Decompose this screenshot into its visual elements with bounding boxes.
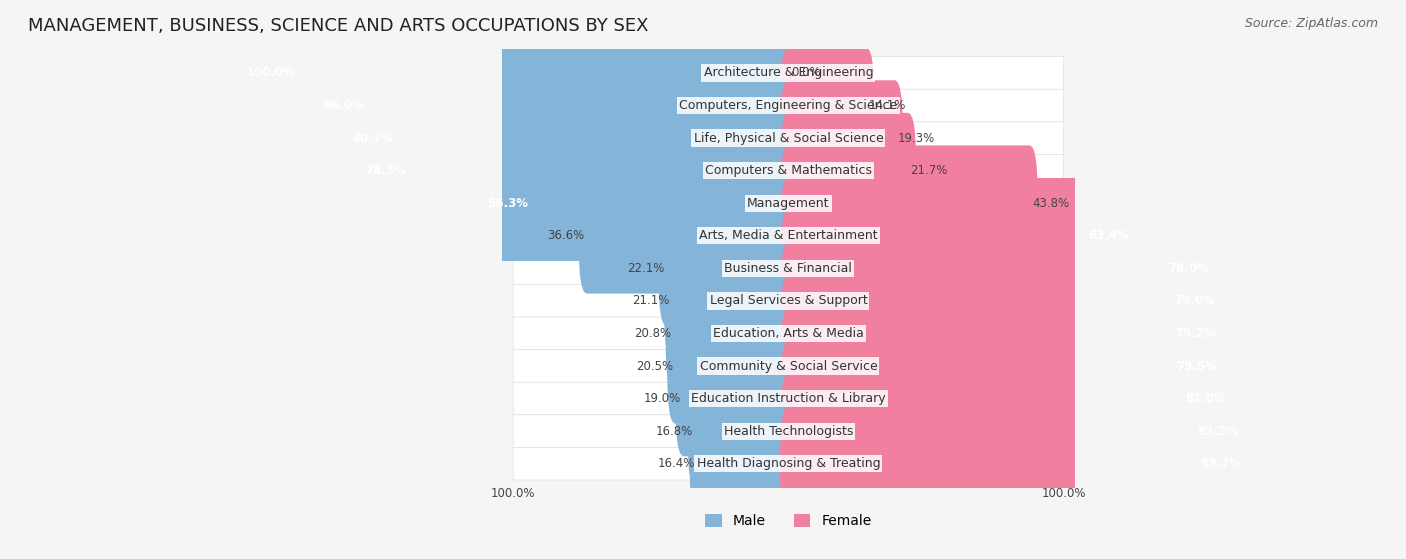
FancyBboxPatch shape [664, 243, 797, 359]
Text: Education Instruction & Library: Education Instruction & Library [692, 392, 886, 405]
Text: Architecture & Engineering: Architecture & Engineering [703, 67, 873, 79]
FancyBboxPatch shape [513, 382, 1063, 415]
FancyBboxPatch shape [688, 373, 797, 489]
Text: 20.5%: 20.5% [636, 359, 673, 372]
Text: 83.7%: 83.7% [1199, 457, 1240, 470]
Text: Source: ZipAtlas.com: Source: ZipAtlas.com [1244, 17, 1378, 30]
Text: 78.3%: 78.3% [366, 164, 406, 177]
Text: 81.0%: 81.0% [1185, 392, 1226, 405]
Text: 43.8%: 43.8% [1032, 197, 1070, 210]
FancyBboxPatch shape [665, 276, 797, 391]
Text: 79.5%: 79.5% [1177, 359, 1218, 372]
Text: 14.1%: 14.1% [869, 99, 905, 112]
FancyBboxPatch shape [780, 145, 1038, 261]
Text: 79.2%: 79.2% [1175, 327, 1216, 340]
Text: 16.8%: 16.8% [657, 425, 693, 438]
Text: Arts, Media & Entertainment: Arts, Media & Entertainment [699, 229, 877, 242]
Text: Education, Arts & Media: Education, Arts & Media [713, 327, 863, 340]
FancyBboxPatch shape [513, 415, 1063, 447]
FancyBboxPatch shape [349, 113, 797, 229]
Text: Legal Services & Support: Legal Services & Support [710, 295, 868, 307]
Text: Management: Management [747, 197, 830, 210]
FancyBboxPatch shape [780, 276, 1233, 391]
FancyBboxPatch shape [307, 48, 797, 163]
FancyBboxPatch shape [780, 80, 903, 196]
FancyBboxPatch shape [513, 317, 1063, 350]
Text: 100.0%: 100.0% [1042, 487, 1085, 500]
Text: Computers & Mathematics: Computers & Mathematics [704, 164, 872, 177]
Text: 0.0%: 0.0% [792, 67, 821, 79]
Text: MANAGEMENT, BUSINESS, SCIENCE AND ARTS OCCUPATIONS BY SEX: MANAGEMENT, BUSINESS, SCIENCE AND ARTS O… [28, 17, 648, 35]
Text: 19.0%: 19.0% [644, 392, 681, 405]
FancyBboxPatch shape [513, 89, 1063, 122]
FancyBboxPatch shape [780, 373, 1254, 489]
FancyBboxPatch shape [579, 178, 797, 293]
FancyBboxPatch shape [513, 220, 1063, 252]
Text: Health Technologists: Health Technologists [724, 425, 853, 438]
Text: Health Diagnosing & Treating: Health Diagnosing & Treating [696, 457, 880, 470]
Text: 21.7%: 21.7% [911, 164, 948, 177]
FancyBboxPatch shape [780, 308, 1234, 424]
FancyBboxPatch shape [780, 341, 1243, 456]
FancyBboxPatch shape [513, 154, 1063, 187]
FancyBboxPatch shape [513, 252, 1063, 285]
FancyBboxPatch shape [470, 145, 797, 261]
FancyBboxPatch shape [780, 15, 797, 131]
Text: 80.7%: 80.7% [353, 131, 394, 145]
FancyBboxPatch shape [513, 187, 1063, 220]
Text: 83.2%: 83.2% [1197, 425, 1239, 438]
FancyBboxPatch shape [513, 285, 1063, 317]
Text: 16.4%: 16.4% [658, 457, 696, 470]
FancyBboxPatch shape [780, 243, 1232, 359]
FancyBboxPatch shape [690, 406, 797, 522]
FancyBboxPatch shape [336, 80, 797, 196]
Text: 100.0%: 100.0% [246, 67, 295, 79]
Legend: Male, Female: Male, Female [700, 509, 877, 534]
FancyBboxPatch shape [229, 15, 797, 131]
Text: Business & Financial: Business & Financial [724, 262, 852, 275]
FancyBboxPatch shape [780, 113, 917, 229]
FancyBboxPatch shape [513, 56, 1063, 89]
FancyBboxPatch shape [658, 211, 797, 326]
Text: 86.0%: 86.0% [323, 99, 364, 112]
FancyBboxPatch shape [513, 122, 1063, 154]
Text: 19.3%: 19.3% [897, 131, 935, 145]
Text: 100.0%: 100.0% [491, 487, 536, 500]
Text: 78.0%: 78.0% [1168, 262, 1209, 275]
FancyBboxPatch shape [780, 48, 875, 163]
FancyBboxPatch shape [513, 350, 1063, 382]
FancyBboxPatch shape [668, 308, 797, 424]
FancyBboxPatch shape [675, 341, 797, 456]
FancyBboxPatch shape [780, 178, 1146, 293]
Text: Computers, Engineering & Science: Computers, Engineering & Science [679, 99, 897, 112]
Text: 22.1%: 22.1% [627, 262, 664, 275]
Text: 20.8%: 20.8% [634, 327, 671, 340]
Text: 63.4%: 63.4% [1088, 229, 1129, 242]
Text: 21.1%: 21.1% [633, 295, 669, 307]
Text: 79.0%: 79.0% [1174, 295, 1215, 307]
FancyBboxPatch shape [780, 211, 1226, 326]
Text: 56.3%: 56.3% [486, 197, 527, 210]
Text: Life, Physical & Social Science: Life, Physical & Social Science [693, 131, 883, 145]
FancyBboxPatch shape [513, 447, 1063, 480]
FancyBboxPatch shape [780, 406, 1257, 522]
Text: 36.6%: 36.6% [547, 229, 585, 242]
Text: Community & Social Service: Community & Social Service [700, 359, 877, 372]
